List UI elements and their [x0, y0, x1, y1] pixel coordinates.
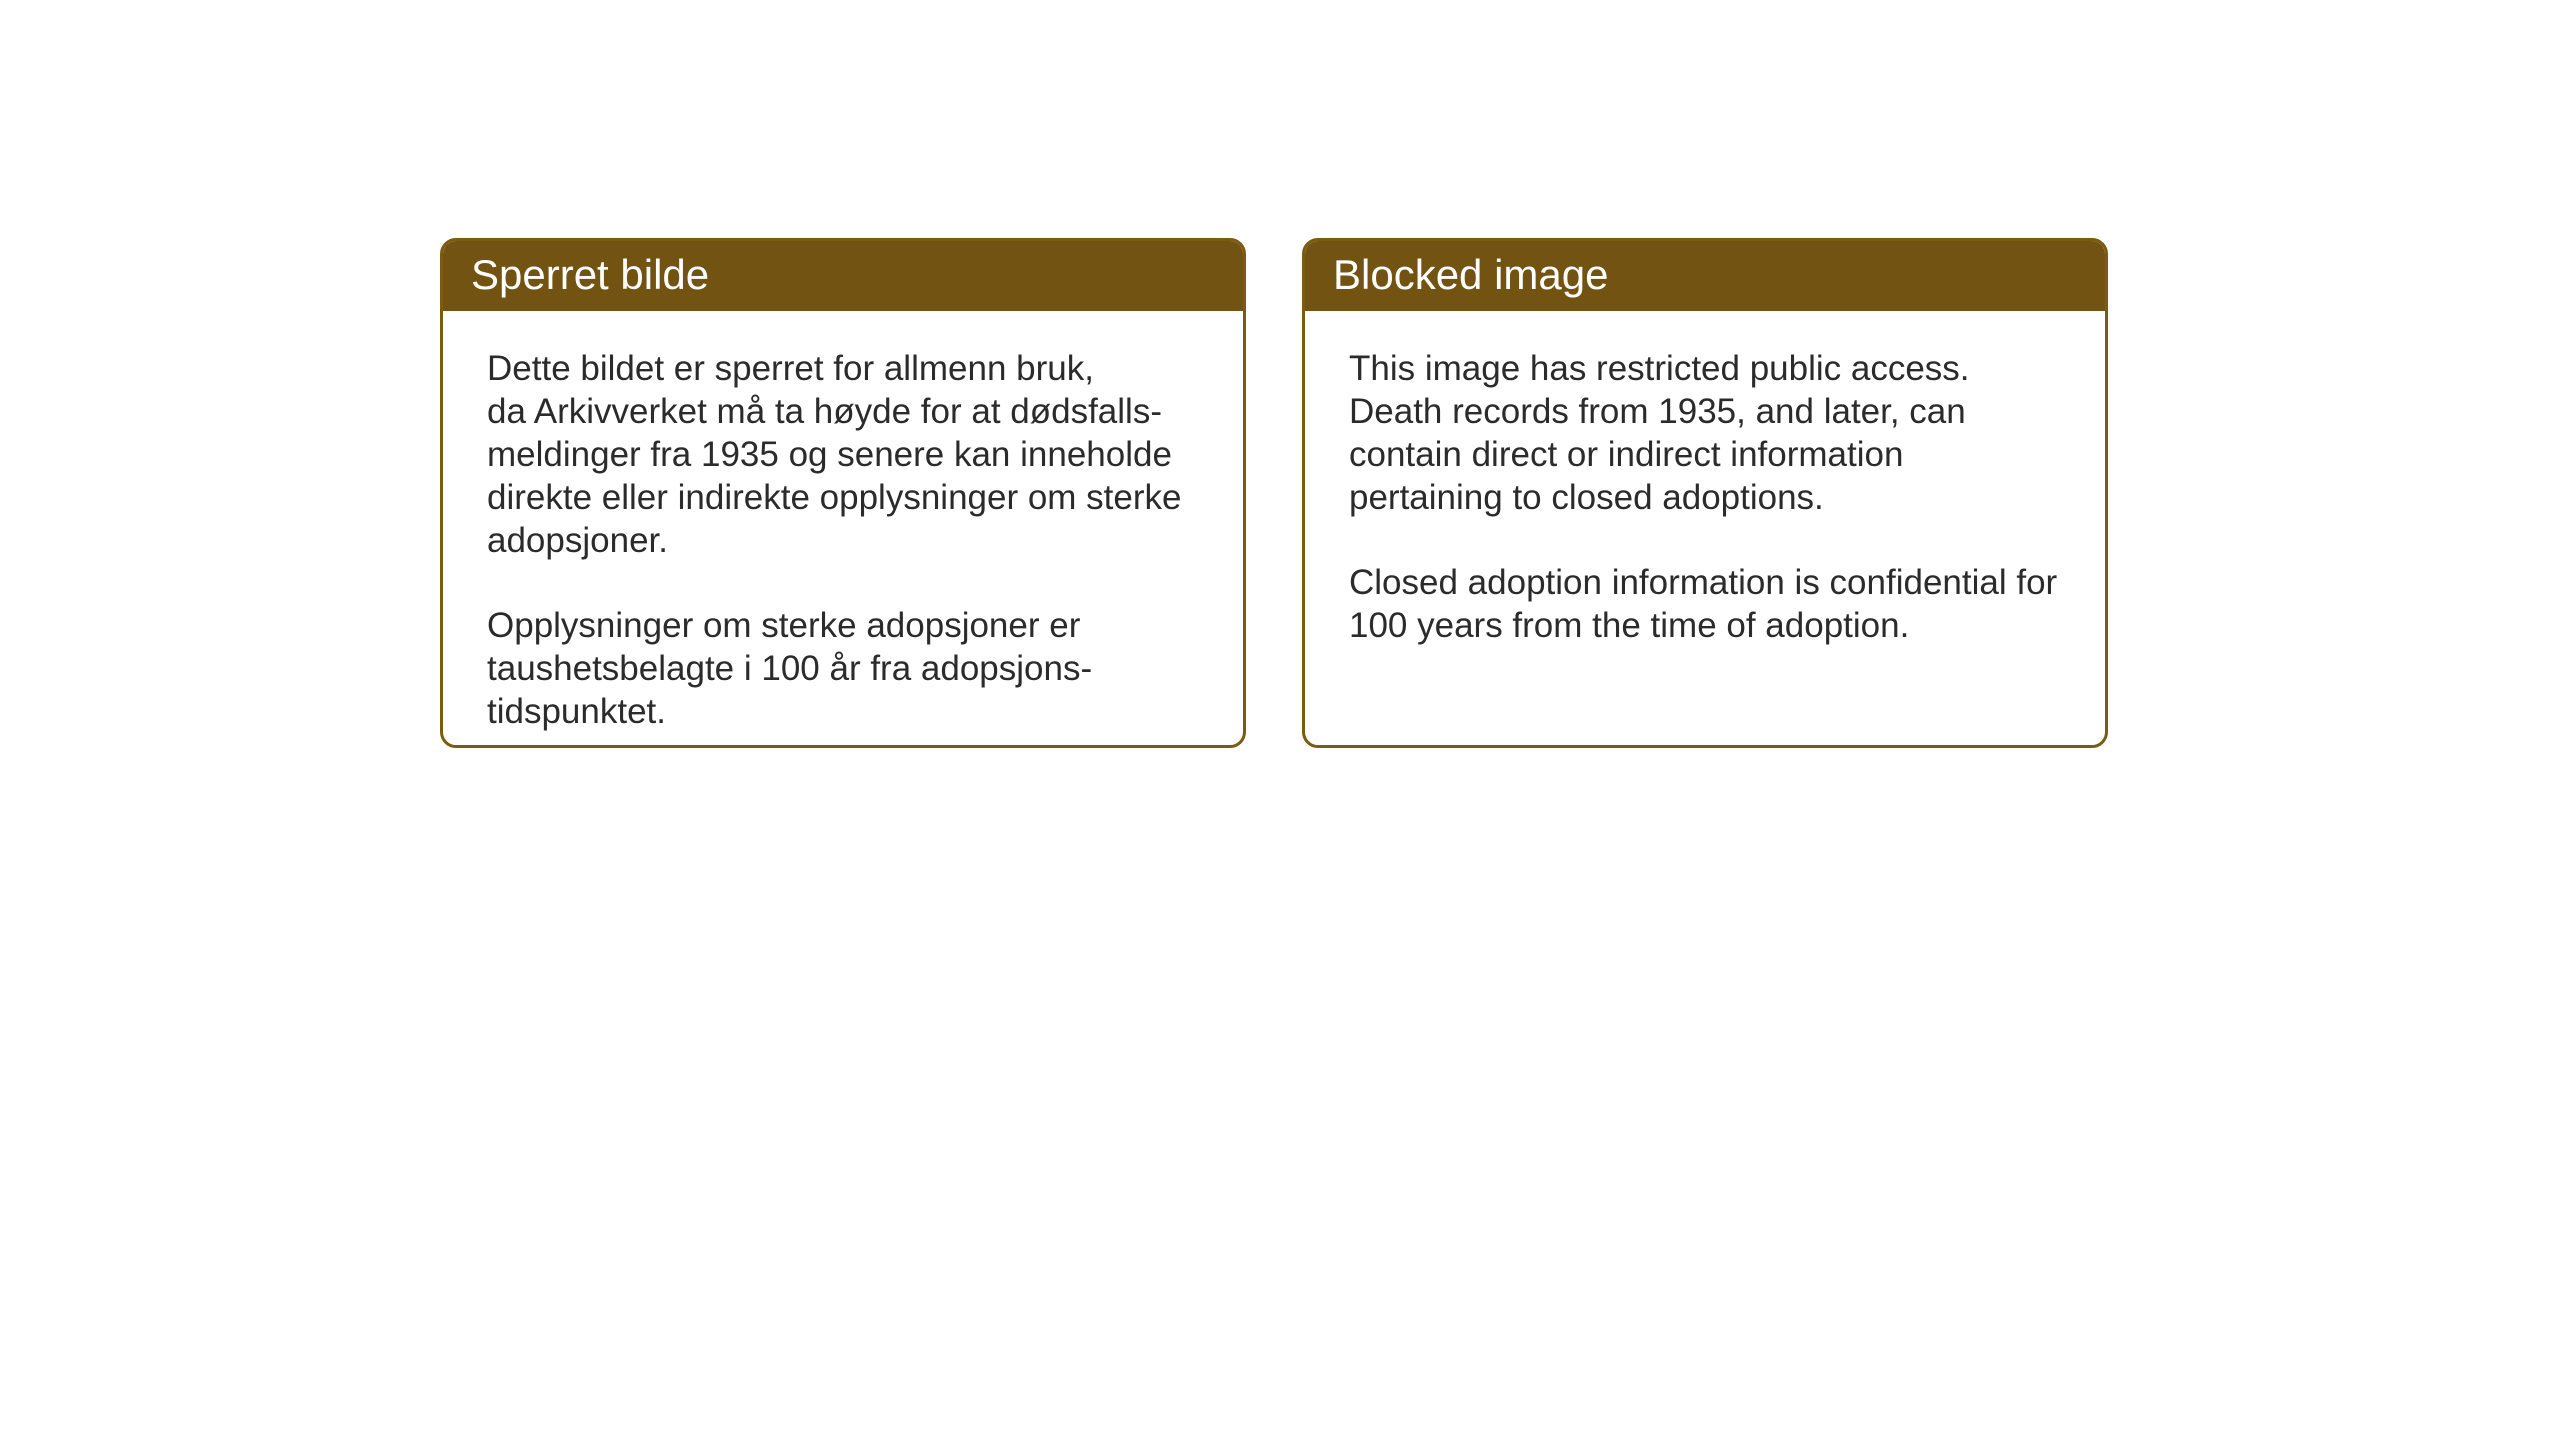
card-paragraph-english-2: Closed adoption information is confident… — [1349, 561, 2061, 647]
card-title-norwegian: Sperret bilde — [471, 251, 709, 298]
card-paragraph-norwegian-2: Opplysninger om sterke adopsjoner er tau… — [487, 604, 1199, 733]
card-body-norwegian: Dette bildet er sperret for allmenn bruk… — [443, 311, 1243, 748]
card-header-norwegian: Sperret bilde — [443, 241, 1243, 311]
notice-card-english: Blocked image This image has restricted … — [1302, 238, 2108, 748]
card-paragraph-english-1: This image has restricted public access.… — [1349, 347, 2061, 519]
notice-container: Sperret bilde Dette bildet er sperret fo… — [440, 238, 2108, 748]
card-title-english: Blocked image — [1333, 251, 1608, 298]
card-body-english: This image has restricted public access.… — [1305, 311, 2105, 683]
notice-card-norwegian: Sperret bilde Dette bildet er sperret fo… — [440, 238, 1246, 748]
card-header-english: Blocked image — [1305, 241, 2105, 311]
card-paragraph-norwegian-1: Dette bildet er sperret for allmenn bruk… — [487, 347, 1199, 562]
